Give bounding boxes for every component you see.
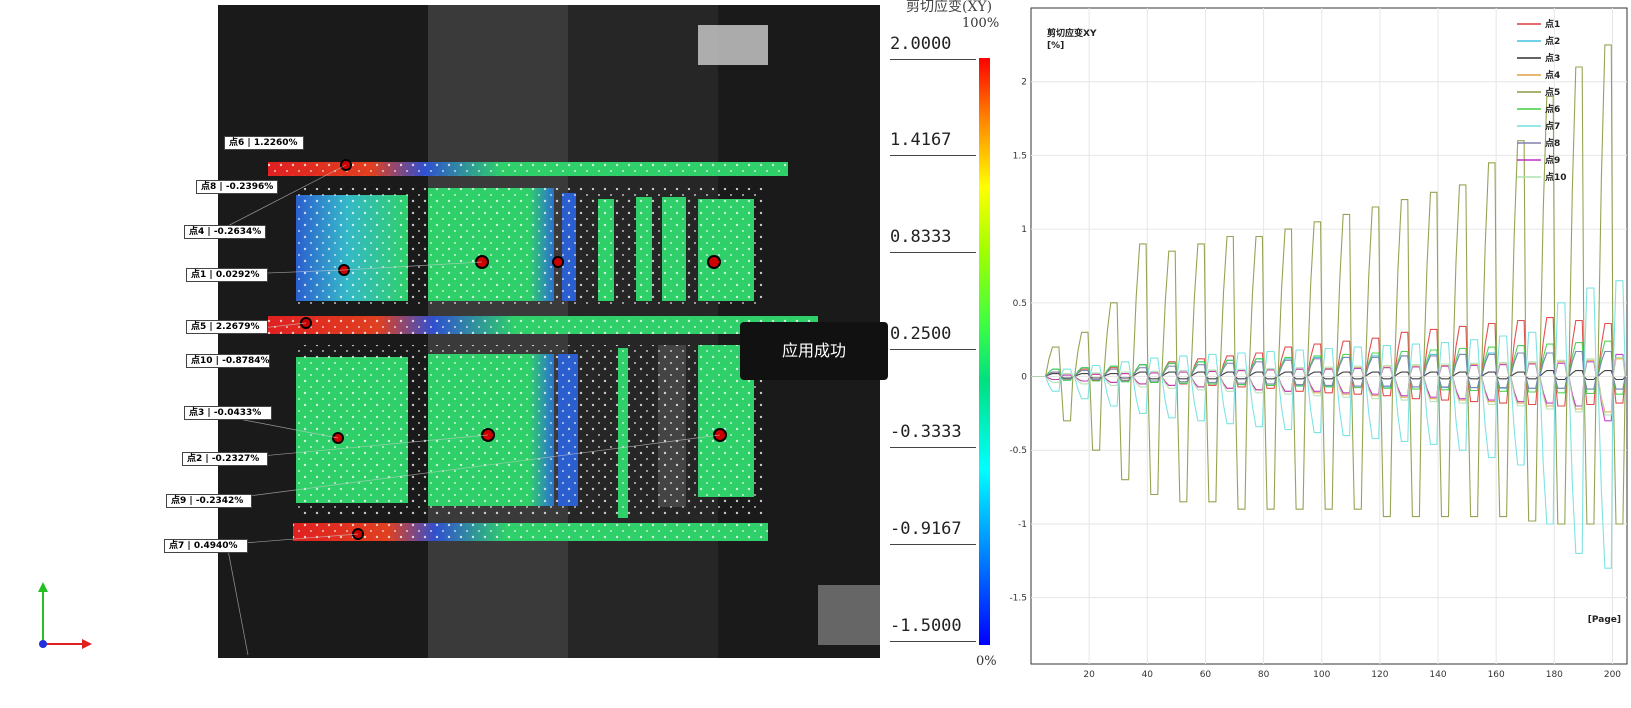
x-tick-label: 200: [1604, 670, 1621, 680]
x-tick-label: 40: [1142, 670, 1154, 680]
scale-tick: -1.5000: [890, 616, 976, 642]
point-label-2[interactable]: 点2 | -0.2327%: [182, 452, 268, 466]
color-scale-legend: 剪切应变(XY) 100% 0% 2.0000 1.4167 0.8333 0.…: [884, 0, 999, 680]
legend-label: 点7: [1545, 120, 1560, 132]
point-label-5[interactable]: 点5 | 2.2679%: [186, 320, 268, 334]
legend-label: 点5: [1545, 86, 1560, 98]
legend-label: 点2: [1545, 35, 1560, 47]
y-tick-label: 1.5: [1013, 151, 1027, 161]
point-label-7[interactable]: 点7 | 0.4940%: [164, 539, 248, 553]
scale-tick: -0.9167: [890, 519, 976, 545]
y-tick-label: -1: [1018, 520, 1027, 530]
legend-label: 点8: [1545, 137, 1560, 149]
legend-label: 点6: [1545, 103, 1560, 115]
toast-notification: 应用成功: [740, 322, 888, 380]
scale-tick: 0.2500: [890, 324, 976, 350]
strain-chart[interactable]: 20 40 60 80 100 120 140 160 180 200 -1.5 -1 -0.5 0 0.5…: [1000, 0, 1631, 704]
y-tick-label: -0.5: [1009, 446, 1027, 456]
plot-area: [1030, 7, 1628, 665]
point-label-3[interactable]: 点3 | -0.0433%: [184, 406, 272, 420]
color-scale-bar: [979, 58, 990, 645]
scale-title: 剪切应变(XY): [906, 0, 993, 15]
point-label-1[interactable]: 点1 | 0.0292%: [186, 268, 268, 282]
x-tick-label: 160: [1488, 670, 1505, 680]
y-tick-label: -1.5: [1009, 594, 1027, 604]
point-label-8[interactable]: 点8 | -0.2396%: [196, 180, 278, 194]
x-tick-label: 20: [1083, 670, 1095, 680]
x-tick-label: 100: [1313, 670, 1330, 680]
scale-tick: 1.4167: [890, 130, 976, 156]
x-tick-label: 140: [1429, 670, 1446, 680]
x-tick-label: 80: [1258, 670, 1270, 680]
scale-tick: 0.8333: [890, 227, 976, 253]
legend-label: 点9: [1545, 154, 1560, 166]
point-label-10[interactable]: 点10 | -0.8784%: [186, 354, 270, 368]
scale-tick: -0.3333: [890, 422, 976, 448]
chart-xlabel: [Page]: [1588, 615, 1621, 625]
scale-bottom-percent: 0%: [976, 654, 997, 669]
point-label-6[interactable]: 点6 | 1.2260%: [224, 136, 304, 150]
y-tick-label: 0: [1021, 373, 1027, 383]
x-tick-label: 120: [1371, 670, 1388, 680]
series-line-10: [1031, 356, 1626, 416]
point-label-9[interactable]: 点9 | -0.2342%: [166, 494, 252, 508]
specimen-strain-map: [218, 5, 880, 658]
point-label-4[interactable]: 点4 | -0.2634%: [184, 225, 266, 239]
legend-label: 点3: [1545, 52, 1560, 64]
y-tick-label: 2: [1021, 78, 1027, 88]
scale-top-percent: 100%: [962, 16, 1000, 31]
strain-chart-svg: 20 40 60 80 100 120 140 160 180 200 -1.5 -1 -0.5 0 0.5…: [1009, 7, 1628, 680]
scale-tick: 2.0000: [890, 34, 976, 60]
legend-label: 点1: [1545, 18, 1560, 30]
x-tick-label: 60: [1200, 670, 1212, 680]
chart-title: 剪切应变XY: [1047, 27, 1097, 39]
y-tick-label: 0.5: [1013, 299, 1027, 309]
y-tick-label: 1: [1021, 225, 1027, 235]
chart-ylabel: [%]: [1047, 41, 1064, 51]
legend-label: 点4: [1545, 69, 1560, 81]
axis-triad-icon: [38, 582, 92, 649]
x-tick-label: 180: [1546, 670, 1563, 680]
legend-label: 点10: [1545, 171, 1567, 183]
